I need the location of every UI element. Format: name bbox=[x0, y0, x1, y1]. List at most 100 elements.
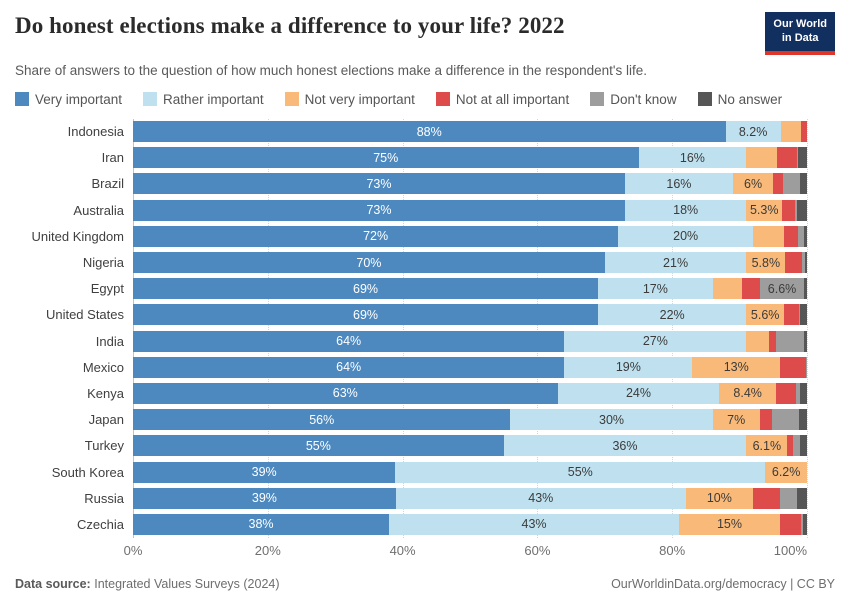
legend-item-rather-important[interactable]: Rather important bbox=[143, 92, 264, 107]
bar-segment-not-at-all-important[interactable] bbox=[759, 409, 772, 431]
bar-segment-no-answer[interactable] bbox=[798, 409, 807, 431]
bar-segment-not-very-important[interactable] bbox=[780, 121, 801, 143]
gridline-100% bbox=[807, 118, 808, 538]
bar-segment-not-very-important[interactable]: 10% bbox=[685, 487, 754, 509]
bar-segment-rather-important[interactable]: 16% bbox=[625, 173, 733, 195]
bar-segment-don-t-know[interactable] bbox=[796, 382, 800, 404]
bar-segment-very-important[interactable]: 75% bbox=[133, 147, 639, 169]
bar-segment-rather-important[interactable]: 21% bbox=[604, 252, 747, 274]
legend-item-not-very-important[interactable]: Not very important bbox=[284, 92, 415, 107]
bar-segment-rather-important[interactable]: 20% bbox=[618, 225, 754, 247]
bar-segment-rather-important[interactable]: 30% bbox=[510, 409, 713, 431]
bar-segment-not-very-important[interactable]: 6% bbox=[732, 173, 774, 195]
bar-segment-very-important[interactable]: 73% bbox=[133, 199, 626, 221]
bar-segment-don-t-know[interactable] bbox=[801, 252, 805, 274]
bar-segment-very-important[interactable]: 39% bbox=[133, 461, 396, 483]
bar-segment-not-very-important[interactable]: 5.8% bbox=[746, 252, 786, 274]
attribution-link[interactable]: OurWorldinData.org/democracy | CC BY bbox=[611, 576, 835, 591]
bar-segment-very-important[interactable]: 39% bbox=[133, 487, 396, 509]
bar-segment-very-important[interactable]: 55% bbox=[133, 435, 504, 457]
bar-segment-very-important[interactable]: 63% bbox=[133, 382, 558, 404]
bar-segment-not-very-important[interactable]: 7% bbox=[712, 409, 760, 431]
bar-segment-not-very-important[interactable]: 8.4% bbox=[719, 382, 776, 404]
bar-segment-not-at-all-important[interactable] bbox=[784, 304, 799, 326]
bar-segment-not-at-all-important[interactable] bbox=[753, 487, 781, 509]
bar-segment-don-t-know[interactable] bbox=[797, 225, 804, 247]
bar-segment-no-answer[interactable] bbox=[803, 330, 807, 352]
bar-segment-don-t-know[interactable] bbox=[783, 173, 800, 195]
bar-segment-no-answer[interactable] bbox=[803, 225, 807, 247]
bar-segment-rather-important[interactable]: 43% bbox=[395, 487, 686, 509]
bar-segment-not-at-all-important[interactable] bbox=[784, 225, 798, 247]
bar-segment-don-t-know[interactable] bbox=[775, 330, 804, 352]
bar-segment-very-important[interactable]: 72% bbox=[133, 225, 619, 247]
bar-segment-not-at-all-important[interactable] bbox=[775, 382, 797, 404]
bar-segment-don-t-know[interactable] bbox=[792, 435, 801, 457]
bar-segment-very-important[interactable]: 38% bbox=[133, 513, 390, 535]
bar-segment-rather-important[interactable]: 17% bbox=[598, 278, 713, 300]
bar-segment-not-at-all-important[interactable] bbox=[768, 330, 776, 352]
owid-logo[interactable]: Our World in Data bbox=[765, 12, 835, 55]
bar-segment-rather-important[interactable]: 43% bbox=[389, 513, 679, 535]
bar-segment-very-important[interactable]: 64% bbox=[133, 356, 565, 378]
bar-segment-very-important[interactable]: 69% bbox=[133, 278, 599, 300]
bar-segment-very-important[interactable]: 69% bbox=[133, 304, 599, 326]
bar-segment-no-answer[interactable] bbox=[799, 173, 807, 195]
bar-segment-no-answer[interactable] bbox=[804, 252, 807, 274]
bar-segment-rather-important[interactable]: 19% bbox=[564, 356, 693, 378]
bar-segment-not-very-important[interactable]: 6.1% bbox=[746, 435, 788, 457]
bar-segment-rather-important[interactable]: 55% bbox=[395, 461, 766, 483]
bar-segment-don-t-know[interactable] bbox=[798, 304, 801, 326]
legend-item-not-at-all-important[interactable]: Not at all important bbox=[435, 92, 569, 107]
bar-segment-very-important[interactable]: 56% bbox=[133, 409, 511, 431]
bar-segment-very-important[interactable]: 88% bbox=[133, 121, 726, 143]
bar-segment-no-answer[interactable] bbox=[796, 487, 807, 509]
bar-segment-not-at-all-important[interactable] bbox=[780, 356, 806, 378]
bar-segment-not-at-all-important[interactable] bbox=[800, 121, 807, 143]
bar-segment-not-at-all-important[interactable] bbox=[782, 199, 795, 221]
bar-segment-no-answer[interactable] bbox=[798, 147, 807, 169]
bar-segment-not-at-all-important[interactable] bbox=[777, 147, 797, 169]
bar-segment-no-answer[interactable] bbox=[799, 382, 807, 404]
legend-item-don-t-know[interactable]: Don't know bbox=[590, 92, 677, 107]
bar-segment-not-very-important[interactable] bbox=[712, 278, 743, 300]
legend-item-no-answer[interactable]: No answer bbox=[697, 92, 782, 107]
bar-segment-don-t-know[interactable] bbox=[794, 199, 797, 221]
bar-segment-rather-important[interactable]: 16% bbox=[638, 147, 747, 169]
bar-segment-very-important[interactable]: 64% bbox=[133, 330, 565, 352]
bar-segment-very-important[interactable]: 70% bbox=[133, 252, 605, 274]
bar-segment-no-answer[interactable] bbox=[796, 199, 807, 221]
bar-segment-rather-important[interactable]: 27% bbox=[564, 330, 747, 352]
bar-segment-not-very-important[interactable]: 13% bbox=[692, 356, 781, 378]
legend-item-very-important[interactable]: Very important bbox=[15, 92, 122, 107]
bar-segment-no-answer[interactable] bbox=[802, 513, 807, 535]
bar-segment-no-answer[interactable] bbox=[804, 278, 807, 300]
bar-segment-don-t-know[interactable] bbox=[796, 147, 799, 169]
bar-segment-not-at-all-important[interactable] bbox=[787, 435, 793, 457]
bar-segment-don-t-know[interactable] bbox=[771, 409, 799, 431]
bar-segment-not-at-all-important[interactable] bbox=[785, 252, 802, 274]
bar-segment-not-very-important[interactable] bbox=[753, 225, 785, 247]
bar-segment-not-at-all-important[interactable] bbox=[773, 173, 784, 195]
bar-segment-not-very-important[interactable]: 5.3% bbox=[746, 199, 783, 221]
bar-segment-don-t-know[interactable] bbox=[805, 356, 807, 378]
bar-segment-not-very-important[interactable] bbox=[746, 147, 778, 169]
bar-segment-rather-important[interactable]: 18% bbox=[625, 199, 747, 221]
bar-segment-don-t-know[interactable]: 6.6% bbox=[759, 278, 805, 300]
bar-segment-not-very-important[interactable]: 15% bbox=[678, 513, 781, 535]
bar-segment-rather-important[interactable]: 24% bbox=[557, 382, 720, 404]
bar-segment-rather-important[interactable]: 36% bbox=[503, 435, 747, 457]
segment-value-label: 43% bbox=[528, 491, 554, 506]
bar-segment-rather-important[interactable]: 8.2% bbox=[725, 121, 781, 143]
bar-segment-not-at-all-important[interactable] bbox=[742, 278, 760, 300]
bar-segment-don-t-know[interactable] bbox=[800, 513, 803, 535]
bar-segment-no-answer[interactable] bbox=[800, 435, 807, 457]
bar-segment-rather-important[interactable]: 22% bbox=[598, 304, 747, 326]
bar-segment-not-very-important[interactable]: 6.2% bbox=[765, 461, 807, 483]
bar-segment-not-at-all-important[interactable] bbox=[780, 513, 801, 535]
bar-segment-no-answer[interactable] bbox=[800, 304, 807, 326]
bar-segment-don-t-know[interactable] bbox=[780, 487, 797, 509]
bar-segment-not-very-important[interactable] bbox=[746, 330, 769, 352]
bar-segment-not-very-important[interactable]: 5.6% bbox=[746, 304, 785, 326]
bar-segment-very-important[interactable]: 73% bbox=[133, 173, 626, 195]
